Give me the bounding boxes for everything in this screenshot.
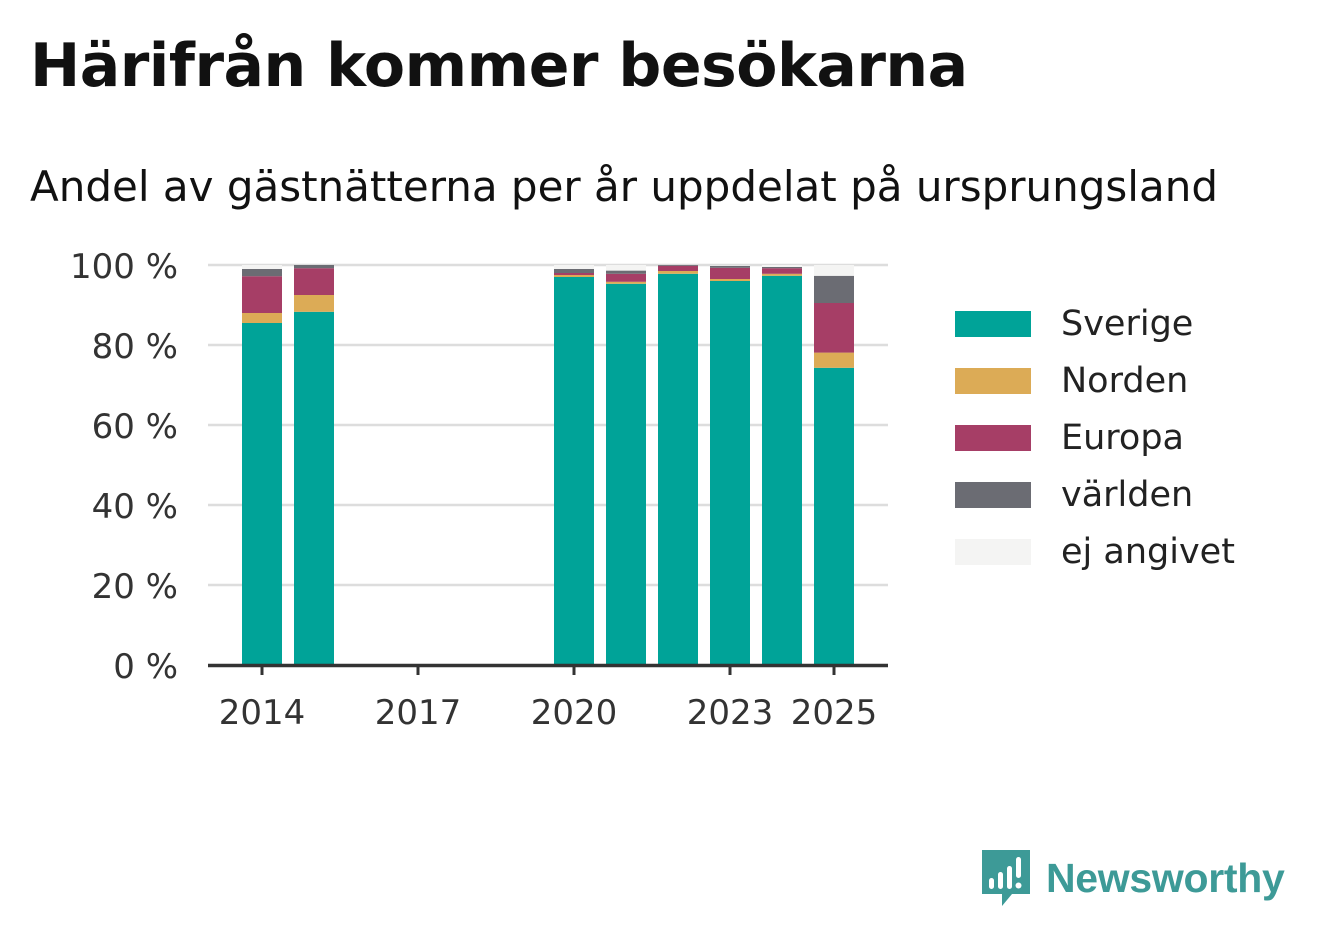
bar-segment xyxy=(814,352,854,368)
bar-segment xyxy=(242,276,282,313)
y-tick-label: 20 % xyxy=(92,567,178,607)
bar-segment xyxy=(762,267,802,269)
legend-swatch xyxy=(955,310,1031,337)
bar-segment xyxy=(554,273,594,275)
y-tick-label: 60 % xyxy=(92,407,178,447)
newsworthy-logo: Newsworthy xyxy=(980,848,1285,908)
bar-segment xyxy=(294,265,334,269)
bar-segment xyxy=(814,265,854,276)
bar-segment xyxy=(606,265,646,271)
bar-segment xyxy=(242,265,282,269)
bar-segment xyxy=(658,265,698,266)
bar-segment xyxy=(554,275,594,277)
bars xyxy=(242,265,854,665)
bar-segment xyxy=(710,267,750,279)
bar-segment xyxy=(294,311,334,665)
y-tick-label: 40 % xyxy=(92,487,178,527)
legend-label: Sverige xyxy=(1061,303,1194,344)
legend-item: ej angivet xyxy=(955,523,1235,580)
bar-segment xyxy=(710,265,750,266)
bar-segment xyxy=(294,268,334,295)
chart-title: Härifrån kommer besökarna xyxy=(30,31,968,101)
bar-segment xyxy=(606,270,646,274)
x-tick-label: 2025 xyxy=(791,693,878,733)
bar-segment xyxy=(658,271,698,274)
bar-segment xyxy=(242,323,282,665)
bar-segment xyxy=(710,279,750,281)
legend-label: världen xyxy=(1061,474,1194,515)
bar-chart-speech-bubble-icon xyxy=(982,850,1030,906)
legend-swatch xyxy=(955,538,1031,565)
bar-segment xyxy=(242,269,282,277)
bar-segment xyxy=(554,265,594,269)
bar-segment xyxy=(762,268,802,274)
bar-segment xyxy=(606,281,646,284)
legend: Sverige Norden Europa världen ej angivet xyxy=(955,295,1235,580)
bar-segment xyxy=(814,367,854,665)
y-tick-label: 100 % xyxy=(70,247,178,287)
bar-segment xyxy=(554,277,594,665)
bar-segment xyxy=(814,303,854,353)
bar-segment xyxy=(658,265,698,271)
legend-swatch xyxy=(955,424,1031,451)
legend-item: Europa xyxy=(955,409,1235,466)
bar-segment xyxy=(294,295,334,312)
bar-segment xyxy=(606,273,646,282)
legend-label: ej angivet xyxy=(1061,531,1235,572)
chart-subtitle: Andel av gästnätterna per år uppdelat på… xyxy=(30,162,1218,211)
legend-item: Norden xyxy=(955,352,1235,409)
bar-segment xyxy=(814,275,854,303)
y-tick-label: 80 % xyxy=(92,327,178,367)
bar-segment xyxy=(242,313,282,323)
legend-swatch xyxy=(955,481,1031,508)
bar-segment xyxy=(710,265,750,268)
brand-name: Newsworthy xyxy=(1046,854,1285,901)
bar-segment xyxy=(658,273,698,665)
bar-segment xyxy=(762,273,802,276)
bar-segment xyxy=(554,269,594,273)
x-tick-label: 2020 xyxy=(531,693,618,733)
legend-item: världen xyxy=(955,466,1235,523)
x-tick-label: 2023 xyxy=(687,693,774,733)
y-tick-label: 0 % xyxy=(113,647,178,687)
legend-label: Europa xyxy=(1061,417,1184,458)
axes: 0 % 20 % 40 % 60 % 80 % 100 % 2014 2017 2020 2023… xyxy=(70,247,888,733)
bar-segment xyxy=(606,283,646,665)
legend-item: Sverige xyxy=(955,295,1235,352)
legend-label: Norden xyxy=(1061,360,1189,401)
bar-segment xyxy=(762,275,802,665)
bar-segment xyxy=(762,265,802,267)
legend-swatch xyxy=(955,367,1031,394)
x-tick-label: 2014 xyxy=(219,693,306,733)
x-tick-label: 2017 xyxy=(375,693,462,733)
bar-segment xyxy=(710,281,750,665)
